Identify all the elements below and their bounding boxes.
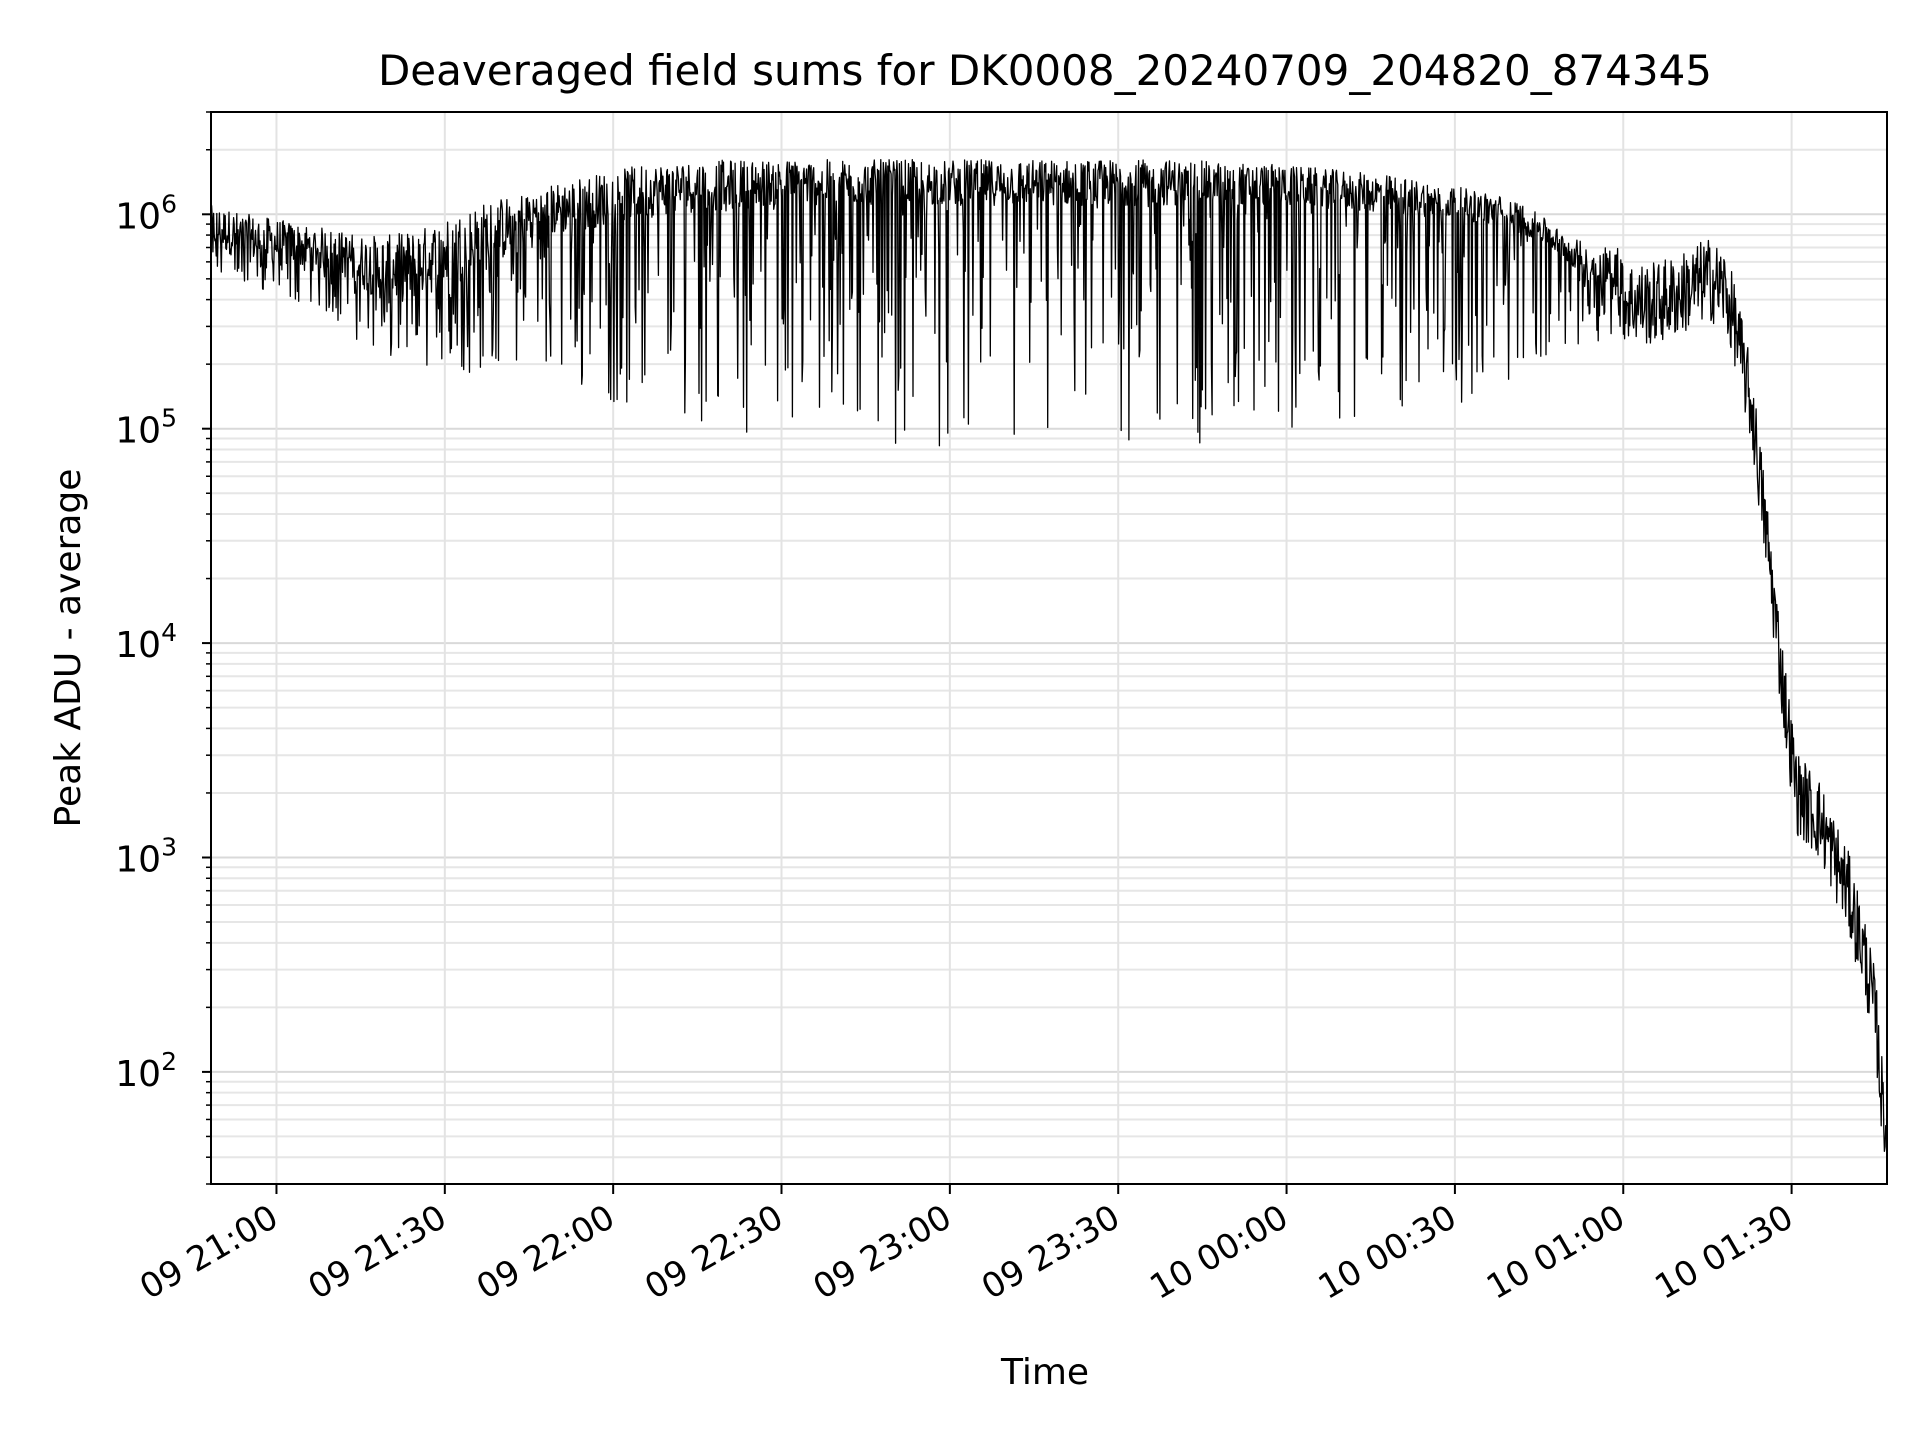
grid-minor — [211, 111, 1887, 1185]
y-tick-label: 103 — [115, 832, 177, 880]
y-axis-label: Peak ADU - average — [48, 469, 89, 828]
y-axis: 102 103 104 105 106 — [115, 111, 211, 1185]
y-tick-label: 104 — [115, 618, 177, 666]
y-tick-label: 102 — [115, 1047, 177, 1095]
data-series-line — [210, 158, 1888, 1154]
y-tick-label: 106 — [115, 189, 177, 237]
y-tick-label: 105 — [115, 404, 177, 452]
x-axis-label: Time — [1000, 1352, 1089, 1393]
plot-area — [210, 158, 1888, 1154]
chart-title: Deaveraged field sums for DK0008_2024070… — [378, 46, 1712, 95]
axes-frame — [210, 111, 1888, 1185]
